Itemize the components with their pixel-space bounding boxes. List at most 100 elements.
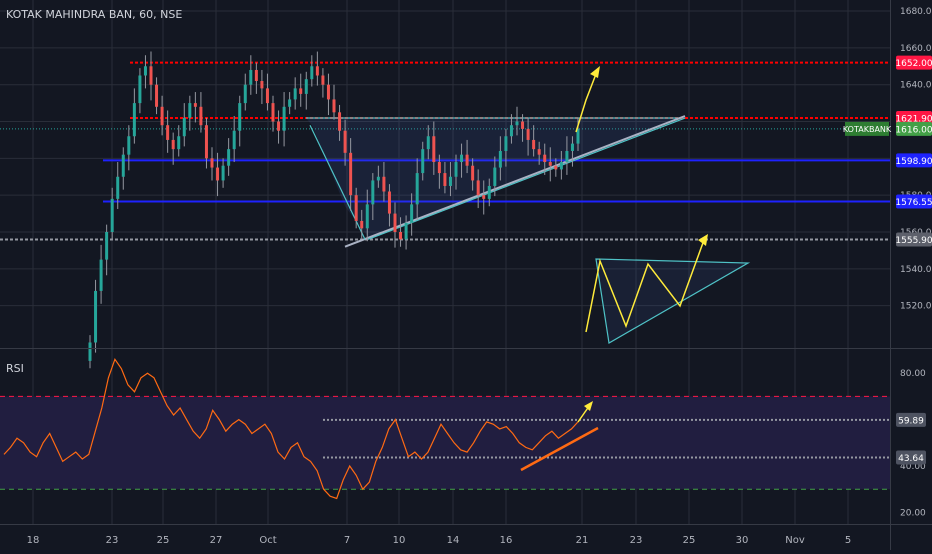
candle-body bbox=[254, 69, 258, 82]
candle-body bbox=[387, 191, 391, 214]
schematic-arrow-head bbox=[698, 234, 708, 246]
candle-body bbox=[543, 154, 547, 163]
candle-body bbox=[265, 88, 269, 104]
candle-body bbox=[232, 130, 236, 150]
candle-body bbox=[216, 167, 220, 181]
rsi-trendline bbox=[520, 426, 599, 472]
y-tick-label: 1660.00 bbox=[900, 44, 932, 54]
candle-body bbox=[243, 84, 247, 104]
triangle-base-edge bbox=[367, 117, 686, 240]
candle-body bbox=[149, 66, 153, 85]
candle-body bbox=[315, 66, 319, 76]
candle-body bbox=[504, 136, 508, 151]
y-tick-label: 1540.00 bbox=[900, 265, 932, 275]
rsi-title: RSI bbox=[6, 362, 24, 375]
price-level-tag bbox=[896, 194, 932, 209]
breakout-arrow-head bbox=[590, 66, 600, 78]
candle-body bbox=[360, 220, 364, 229]
rsi-level-label: 59.89 bbox=[898, 416, 924, 426]
candle-body bbox=[471, 165, 475, 181]
x-tick-label: 16 bbox=[500, 535, 513, 546]
candle-body bbox=[193, 103, 197, 107]
rsi-y-tick-label: 80.00 bbox=[900, 369, 926, 379]
candle-body bbox=[326, 84, 330, 100]
x-tick-label: 21 bbox=[576, 535, 589, 546]
last-price-tag bbox=[896, 121, 932, 136]
rsi-level-label: 43.64 bbox=[898, 454, 924, 464]
price-level-label: 1652.00 bbox=[895, 59, 932, 69]
x-tick-label: Nov bbox=[785, 535, 805, 546]
y-tick-label: 1640.00 bbox=[900, 81, 932, 91]
schematic-zigzag bbox=[585, 239, 705, 333]
x-tick-label: 14 bbox=[447, 535, 460, 546]
candle-body bbox=[421, 149, 425, 174]
rsi-level-tag bbox=[896, 450, 926, 465]
x-tick-label: 27 bbox=[210, 535, 223, 546]
candle-body bbox=[410, 204, 414, 223]
candle-body bbox=[177, 136, 181, 150]
candle-body bbox=[493, 167, 497, 186]
candle-body bbox=[127, 136, 131, 155]
x-tick-label: Oct bbox=[259, 535, 276, 546]
candle-body bbox=[432, 136, 436, 163]
candle-body bbox=[393, 213, 397, 232]
price-level-label: 1621.90 bbox=[895, 115, 932, 125]
candle-body bbox=[260, 81, 264, 89]
x-tick-label: 25 bbox=[157, 535, 170, 546]
candle-body bbox=[404, 222, 408, 240]
candle-body bbox=[116, 176, 120, 199]
candle-body bbox=[365, 204, 369, 229]
candle-body bbox=[221, 165, 225, 181]
candle-body bbox=[532, 139, 536, 150]
rsi-band bbox=[0, 396, 890, 490]
last-price-symbol-tag bbox=[845, 121, 889, 136]
rsi-layer bbox=[0, 357, 890, 500]
candle-body bbox=[132, 103, 136, 137]
x-tick-label: 23 bbox=[630, 535, 643, 546]
candle-body bbox=[121, 154, 125, 177]
candle-body bbox=[476, 180, 480, 196]
candle-body bbox=[454, 162, 458, 177]
ascending-trendline bbox=[344, 115, 686, 248]
rsi-arrow-head bbox=[584, 401, 593, 411]
candle-body bbox=[448, 176, 452, 186]
price-level-label: 1598.90 bbox=[895, 157, 932, 167]
candle-body bbox=[321, 75, 325, 85]
y-tick-label: 1520.00 bbox=[900, 302, 932, 312]
rsi-y-tick-label: 20.00 bbox=[900, 508, 926, 518]
candle-body bbox=[166, 125, 170, 140]
candle-body bbox=[399, 232, 403, 240]
candle-body bbox=[277, 121, 281, 131]
x-tick-label: 7 bbox=[344, 535, 350, 546]
candle-body bbox=[199, 106, 203, 126]
candle-body bbox=[99, 259, 103, 291]
candle-body bbox=[271, 103, 275, 122]
candle-body bbox=[143, 66, 147, 76]
price-level-tag bbox=[896, 55, 932, 70]
candle-body bbox=[110, 198, 114, 232]
candle-body bbox=[182, 117, 186, 137]
candle-body bbox=[105, 232, 109, 260]
candle-body bbox=[343, 130, 347, 153]
x-tick-label: 18 bbox=[27, 535, 40, 546]
last-price-value: 1616.00 bbox=[895, 125, 932, 135]
candle-body bbox=[498, 150, 502, 168]
candle-body bbox=[155, 84, 159, 107]
last-price-symbol: KOTAKBANK bbox=[843, 125, 892, 134]
candle-body bbox=[204, 125, 208, 159]
candle-body bbox=[437, 162, 441, 174]
rsi-line bbox=[3, 357, 579, 500]
candle-body bbox=[565, 150, 569, 163]
candle-body bbox=[238, 103, 242, 131]
candle-body bbox=[160, 106, 164, 126]
price-level-tag bbox=[896, 153, 932, 168]
price-level-label: 1576.55 bbox=[895, 198, 932, 208]
x-tick-label: 30 bbox=[736, 535, 749, 546]
x-tick-label: 23 bbox=[106, 535, 119, 546]
price-level-label: 1555.90 bbox=[895, 236, 932, 246]
candle-body bbox=[376, 176, 380, 181]
candle-body bbox=[188, 103, 192, 118]
